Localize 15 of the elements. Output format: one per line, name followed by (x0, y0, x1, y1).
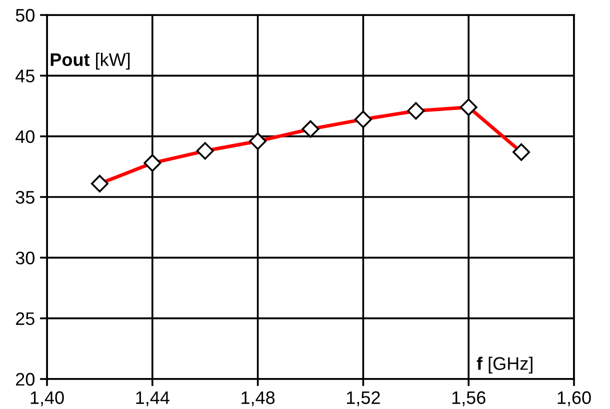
y-tick-label: 20 (16, 372, 34, 386)
y-tick-label: 45 (16, 70, 34, 82)
y-tick-label: 50 (16, 8, 34, 22)
y-tick-label: 25 (16, 312, 34, 326)
x-axis-title: f [GHz] (476, 356, 532, 374)
y-tick-label: 40 (16, 130, 34, 144)
y-tick-label: 30 (16, 252, 34, 264)
x-tick-label: 1,40 (30, 391, 64, 406)
x-tick-label: 1,60 (558, 391, 591, 406)
x-tick-label: 1,56 (452, 391, 486, 406)
y-axis-title: Pout [kW] (50, 52, 130, 70)
x-tick-label: 1,48 (242, 391, 275, 406)
x-tick-label: 1,44 (136, 391, 170, 406)
x-tick-label: 1,52 (347, 391, 380, 406)
y-tick-label: 35 (16, 190, 34, 204)
